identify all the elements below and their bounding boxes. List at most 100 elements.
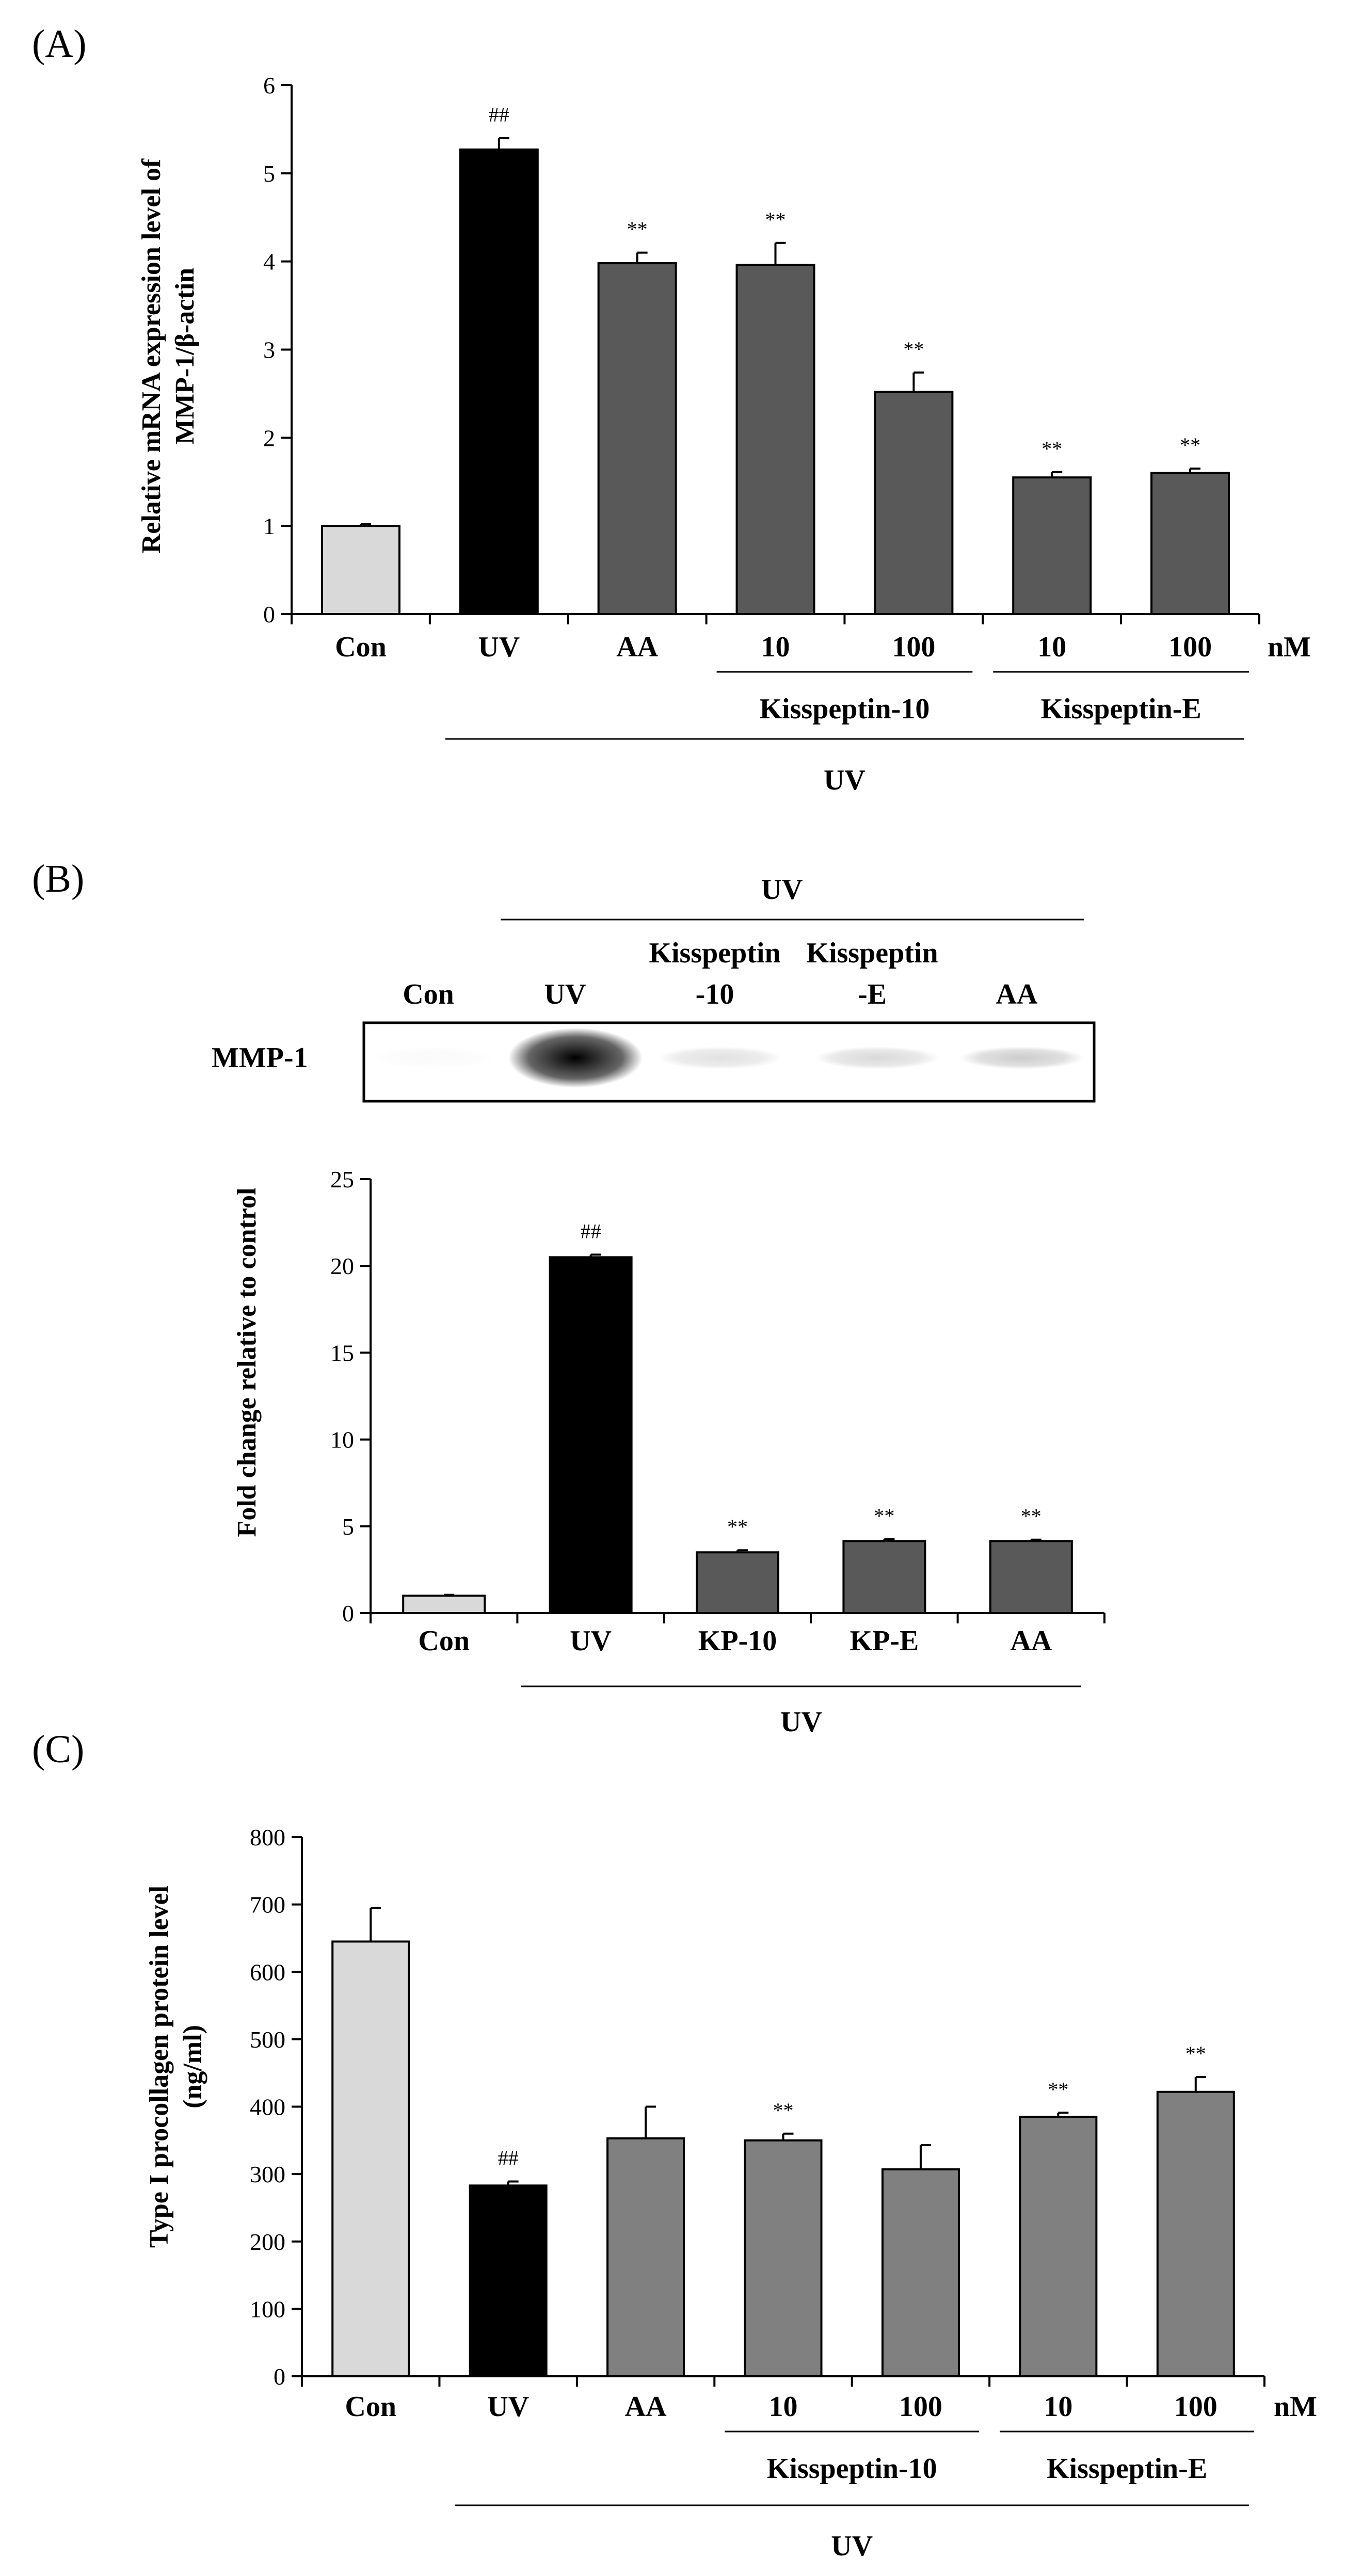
panel-c-bar-5 bbox=[1019, 2116, 1098, 2377]
panel-c-label: (C) bbox=[32, 1728, 84, 1771]
panel-b-significance: ** bbox=[1021, 1505, 1041, 1528]
panel-c-bar-2 bbox=[606, 2137, 685, 2377]
panel-b-uv-label: UV bbox=[780, 1706, 822, 1738]
blot-lane-labels: Con UV Kisspeptin -10 Kisspeptin -E AA bbox=[403, 937, 1038, 1010]
panel-b-bar-1 bbox=[549, 1256, 633, 1614]
panel-c-bar-4 bbox=[881, 2168, 960, 2378]
panel-b-y-tick-label: 20 bbox=[330, 1253, 354, 1279]
blot-band-1 bbox=[508, 1028, 643, 1088]
panel-a-y-tick-label: 4 bbox=[263, 249, 275, 275]
panel-b-y-tick-label: 0 bbox=[342, 1600, 354, 1627]
panel-c-significance: ## bbox=[498, 2146, 519, 2169]
panel-b-bar-0 bbox=[402, 1595, 486, 1615]
panel-b-category-label: UV bbox=[570, 1625, 612, 1657]
panel-c-group-label: Kisspeptin-E bbox=[1047, 2453, 1207, 2485]
panel-c-bar-3 bbox=[744, 2139, 823, 2377]
panel-a-y-tick-label: 1 bbox=[263, 513, 275, 539]
blot-band-0 bbox=[372, 1046, 495, 1069]
panel-c-y-tick-label: 300 bbox=[250, 2161, 285, 2187]
panel-b-category-label: Con bbox=[418, 1625, 470, 1657]
panel-a-significance: ## bbox=[489, 103, 509, 126]
panel-b-bar-3 bbox=[842, 1540, 926, 1615]
panel-c-category-label: UV bbox=[487, 2391, 529, 2423]
panel-a-y-tick-label: 3 bbox=[263, 337, 275, 363]
panel-a-group-label: Kisspeptin-10 bbox=[759, 693, 930, 725]
blot-lane-label: Kisspeptin bbox=[806, 937, 938, 969]
blot-band-2 bbox=[658, 1046, 782, 1069]
panel-a-y-tick-label: 6 bbox=[263, 72, 275, 99]
panel-a-category-label: 10 bbox=[1037, 631, 1066, 663]
panel-a-ylabel-line-2: MMP-1/β-actin bbox=[170, 268, 200, 444]
panel-c-y-tick-label: 400 bbox=[250, 2094, 285, 2120]
panel-a-category-label: AA bbox=[616, 631, 658, 663]
panel-c-significance: ** bbox=[1048, 2078, 1068, 2101]
panel-a-bar-3 bbox=[735, 264, 815, 615]
panel-a-bar-1 bbox=[459, 148, 539, 616]
panel-a-bar-5 bbox=[1012, 476, 1092, 615]
panel-a-ylabel: Relative mRNA expression level of MMP-1/… bbox=[137, 158, 200, 553]
blot-lane-label: AA bbox=[996, 978, 1038, 1010]
blot-band-3 bbox=[815, 1046, 939, 1069]
blot-lane-label: UV bbox=[544, 978, 586, 1010]
panel-a-unit-label: nM bbox=[1268, 631, 1311, 663]
panel-a-ylabel-line-1: Relative mRNA expression level of bbox=[137, 158, 166, 553]
blot-protein-label: MMP-1 bbox=[212, 1042, 308, 1074]
panel-b-bar-2 bbox=[696, 1551, 779, 1615]
panel-b-y-tick-label: 25 bbox=[330, 1166, 354, 1193]
blot-lane-label: -10 bbox=[696, 978, 734, 1010]
blot-band-4 bbox=[960, 1046, 1084, 1069]
panel-c-y-tick-label: 500 bbox=[250, 2026, 285, 2053]
panel-b-category-label: KP-E bbox=[850, 1625, 919, 1657]
panel-c-significance: ** bbox=[773, 2099, 794, 2122]
panel-b-y-tick-label: 5 bbox=[342, 1514, 354, 1540]
panel-c-category-label: 100 bbox=[1174, 2391, 1217, 2423]
panel-b-category-label: AA bbox=[1010, 1625, 1052, 1657]
panel-c-ylabel-line-1: Type I procollagen protein level bbox=[145, 1886, 174, 2248]
panel-c-y-tick-label: 0 bbox=[274, 2363, 285, 2390]
panel-a-category-label: 10 bbox=[761, 631, 790, 663]
panel-a-significance: ** bbox=[765, 208, 786, 231]
panel-b-y-tick-label: 15 bbox=[330, 1340, 354, 1366]
panel-c-bar-6 bbox=[1156, 2090, 1235, 2377]
panel-c-bar-1 bbox=[469, 2184, 548, 2377]
panel-c-y-tick-label: 600 bbox=[250, 1959, 285, 1985]
panel-a: (A) Relative mRNA expression level of MM… bbox=[32, 22, 1311, 796]
panel-a-y-tick-label: 2 bbox=[263, 425, 275, 451]
panel-a-group-label: Kisspeptin-E bbox=[1041, 693, 1201, 725]
panel-a-significance: ** bbox=[1180, 433, 1200, 457]
panel-a-significance: ** bbox=[903, 337, 924, 361]
panel-b-category-label: KP-10 bbox=[698, 1625, 777, 1657]
panel-c-category-label: 100 bbox=[899, 2391, 942, 2423]
blot-lane-label: -E bbox=[858, 978, 887, 1010]
panel-c-category-label: 10 bbox=[769, 2391, 798, 2423]
panel-a-significance: ** bbox=[627, 218, 648, 241]
blot-uv-label: UV bbox=[761, 874, 803, 906]
panel-a-category-label: 100 bbox=[892, 631, 935, 663]
panel-a-uv-label: UV bbox=[824, 764, 866, 796]
panel-c-category-label: AA bbox=[625, 2391, 667, 2423]
panel-a-label: (A) bbox=[32, 22, 87, 66]
panel-a-y-tick-label: 5 bbox=[263, 160, 275, 187]
panel-b-bar-4 bbox=[989, 1540, 1073, 1615]
panel-c-ylabel-line-2: (ng/ml) bbox=[178, 2025, 207, 2108]
panel-a-bar-6 bbox=[1150, 472, 1230, 616]
blot-lane-label: Kisspeptin bbox=[649, 937, 780, 969]
panel-c-significance: ** bbox=[1185, 2042, 1206, 2065]
panel-b-y-tick-label: 10 bbox=[330, 1427, 354, 1453]
panel-b-significance: ** bbox=[874, 1504, 894, 1527]
blot-bands bbox=[372, 1028, 1084, 1088]
panel-c-plot: 0 100 200 300 400 500 600 700 800 Con ## UV AA ** 10 10… bbox=[250, 1824, 1317, 2562]
panel-c-group-label: Kisspeptin-10 bbox=[767, 2453, 937, 2485]
panel-a-significance: ** bbox=[1041, 437, 1062, 460]
panel-c: (C) Type I procollagen protein level (ng… bbox=[32, 1728, 1317, 2562]
panel-c-unit-label: nM bbox=[1274, 2391, 1317, 2423]
panel-c-bar-0 bbox=[331, 1940, 410, 2377]
panel-a-category-label: UV bbox=[478, 631, 520, 663]
panel-c-uv-label: UV bbox=[831, 2530, 873, 2562]
panel-a-plot: 0 1 2 3 4 5 6 Con ## UV ** AA ** 10 ** 100 ** 10 ** 100 nM Ki… bbox=[263, 72, 1311, 796]
panel-a-category-label: 100 bbox=[1168, 631, 1212, 663]
panel-c-y-tick-label: 200 bbox=[250, 2229, 285, 2255]
panel-b-significance: ## bbox=[581, 1219, 601, 1243]
